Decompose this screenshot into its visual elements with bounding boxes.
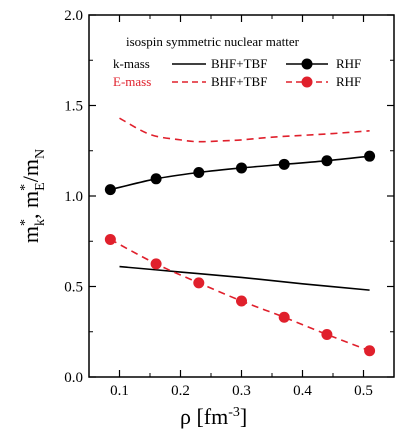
legend-e-bhf-label: BHF+TBF <box>211 74 267 89</box>
series-2-point-5 <box>321 155 333 167</box>
series-3-point-5 <box>321 328 333 340</box>
y-axis-title: m*k, m*E/mN <box>18 149 48 243</box>
axis-ticks: 0.1 0.2 0.3 0.4 0.5 0.0 0.5 1.0 1.5 2.0 <box>64 8 395 399</box>
x-tick-label-4: 0.5 <box>354 383 373 399</box>
series-2-point-6 <box>364 150 376 162</box>
y-tick-label-1: 0.5 <box>64 280 83 296</box>
x-axis-title-base: ρ [fm <box>180 404 228 429</box>
series-3-point-1 <box>150 258 162 270</box>
series-2-point-3 <box>236 162 247 174</box>
y-axis-sep: , m <box>18 191 43 219</box>
y-axis-sub1: k <box>33 219 48 226</box>
y-axis-sub2: E <box>33 182 48 191</box>
x-tick-label-2: 0.3 <box>232 383 251 399</box>
y-axis-tail: /m <box>18 159 43 182</box>
legend-e-rhf-marker <box>301 76 313 88</box>
x-axis-title: ρ [fm-3] <box>180 404 247 429</box>
series-line-0 <box>119 265 370 291</box>
y-tick-label-4: 2.0 <box>64 8 83 24</box>
legend-e-rhf-label: RHF <box>336 74 361 89</box>
series-2-point-2 <box>193 166 205 178</box>
series-layer <box>104 117 376 357</box>
y-axis-m: m <box>18 226 43 243</box>
legend-k-rhf-label: RHF <box>336 56 361 71</box>
chart-annotation: isospin symmetric nuclear matter <box>126 34 300 49</box>
series-3-point-4 <box>278 311 290 323</box>
series-2-point-1 <box>150 173 162 185</box>
series-2-point-4 <box>278 158 290 170</box>
x-axis-title-sup: -3 <box>228 405 240 420</box>
x-tick-label-0: 0.1 <box>110 383 129 399</box>
legend-row1-label: k-mass <box>113 56 150 71</box>
y-tick-label-0: 0.0 <box>64 370 83 386</box>
legend-k-rhf-marker <box>301 58 313 70</box>
y-axis-sup2: * <box>18 184 33 191</box>
x-tick-label-1: 0.2 <box>171 383 190 399</box>
y-tick-label-2: 1.0 <box>64 189 83 205</box>
series-3-point-3 <box>236 295 247 307</box>
y-axis-sup1: * <box>18 219 33 226</box>
y-axis-sub3: N <box>33 149 48 159</box>
series-3-point-0 <box>104 233 116 245</box>
series-2-point-0 <box>104 184 116 196</box>
y-tick-label-3: 1.5 <box>64 99 83 115</box>
x-axis-title-end: ] <box>240 404 247 429</box>
series-line-1 <box>119 117 370 143</box>
legend-k-bhf-label: BHF+TBF <box>211 56 267 71</box>
legend-row2-label: E-mass <box>113 74 151 89</box>
x-tick-label-3: 0.4 <box>293 383 312 399</box>
series-3-point-6 <box>364 345 376 357</box>
series-3-point-2 <box>193 277 205 289</box>
